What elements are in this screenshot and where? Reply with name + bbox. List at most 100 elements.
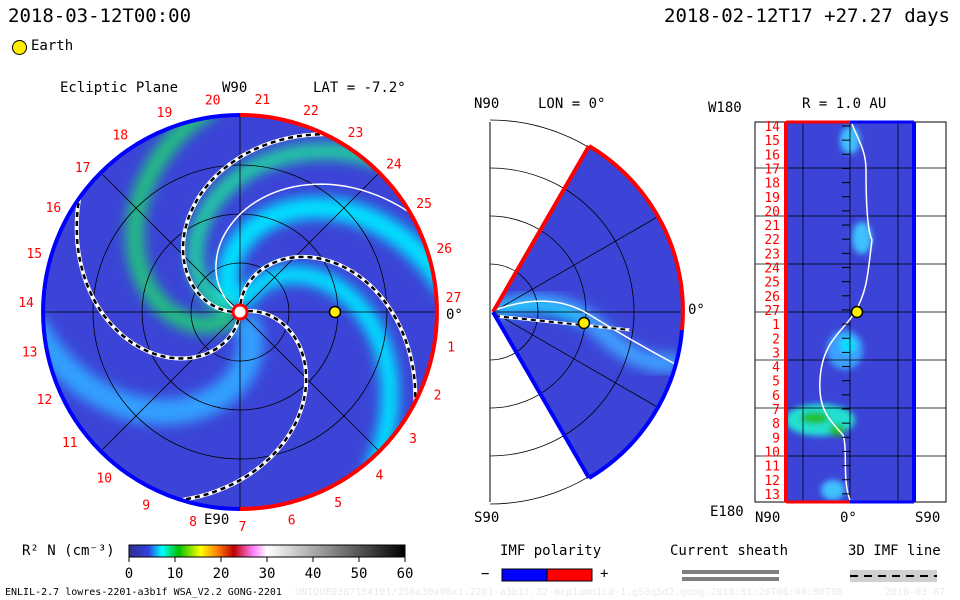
colorbar-label: R² N (cm⁻³) bbox=[22, 543, 115, 559]
r-longitude-label: 5 bbox=[772, 375, 780, 390]
longitude-label: 5 bbox=[334, 496, 342, 511]
longitude-label: 20 bbox=[205, 94, 221, 109]
earth-marker-meridional bbox=[577, 316, 591, 330]
r-longitude-label: 25 bbox=[764, 276, 780, 291]
imf-spiral-line bbox=[155, 309, 308, 504]
current-sheath-swatch bbox=[682, 570, 779, 574]
r-longitude-label: 2 bbox=[772, 332, 780, 347]
r-longitude-label: 13 bbox=[764, 488, 780, 503]
r-longitude-label: 14 bbox=[764, 120, 780, 135]
model-info: ENLIL-2.7 lowres-2201-a3b1f WSA_V2.2 GON… bbox=[5, 587, 282, 598]
longitude-label: 18 bbox=[112, 129, 128, 144]
r-longitude-label: 27 bbox=[764, 304, 780, 319]
lon-label: LON = 0° bbox=[538, 96, 606, 112]
r-longitude-label: 20 bbox=[764, 205, 780, 220]
r-1au-plot: 1415161718192021222324252627123456789101… bbox=[754, 120, 947, 504]
negative-polarity-border bbox=[41, 113, 241, 511]
longitude-label: 17 bbox=[75, 161, 91, 176]
w180-label: W180 bbox=[708, 100, 742, 116]
density-arm bbox=[43, 312, 264, 425]
r-longitude-label: 3 bbox=[772, 346, 780, 361]
density-arm bbox=[125, 115, 239, 334]
density-arm bbox=[216, 196, 437, 312]
s90-label: S90 bbox=[474, 510, 500, 526]
current-sheath-title: Current sheath bbox=[670, 543, 789, 559]
longitude-label: 23 bbox=[348, 126, 364, 141]
earth-marker bbox=[328, 305, 342, 319]
r-longitude-label: 12 bbox=[764, 474, 780, 489]
r-longitude-label: 10 bbox=[764, 445, 780, 460]
longitude-label: 21 bbox=[255, 93, 271, 108]
colorbar-tick: 60 bbox=[397, 566, 414, 582]
colorbar-tick: 20 bbox=[213, 566, 230, 582]
r-longitude-label: 8 bbox=[772, 417, 780, 432]
w90-label: W90 bbox=[222, 80, 248, 96]
longitude-label: 10 bbox=[96, 472, 112, 487]
r-longitude-label: 4 bbox=[772, 361, 780, 376]
longitude-label: 6 bbox=[288, 514, 296, 529]
meridional-imf-line bbox=[494, 300, 676, 365]
s90-x-label: S90 bbox=[915, 510, 941, 526]
r-longitude-label: 19 bbox=[764, 191, 780, 206]
longitude-label: 2 bbox=[434, 389, 442, 404]
density-arm bbox=[234, 265, 400, 478]
colorbar-tick: 50 bbox=[351, 566, 368, 582]
r-title: R = 1.0 AU bbox=[802, 96, 887, 112]
longitude-label: 9 bbox=[142, 498, 150, 513]
positive-polarity-border bbox=[239, 113, 439, 511]
longitude-label: 8 bbox=[189, 515, 197, 530]
longitude-label: 7 bbox=[239, 520, 247, 535]
r-longitude-label: 17 bbox=[764, 162, 780, 177]
r-longitude-label: 7 bbox=[772, 403, 780, 418]
longitude-label: 14 bbox=[18, 296, 34, 311]
longitude-label: 13 bbox=[22, 346, 38, 361]
imf-polarity-title: IMF polarity bbox=[500, 543, 602, 559]
r-longitude-label: 26 bbox=[764, 290, 780, 305]
imf-spiral-line bbox=[75, 172, 240, 360]
colorbar: 0 10 20 30 40 50 60 bbox=[125, 544, 937, 582]
longitude-label: 27 bbox=[446, 291, 462, 306]
model-time: 2018-03-12T00:00 bbox=[8, 5, 192, 27]
longitude-label: 15 bbox=[26, 247, 42, 262]
longitude-label: 16 bbox=[46, 201, 62, 216]
longitude-label: 11 bbox=[62, 436, 78, 451]
imf-line-title: 3D IMF line bbox=[848, 543, 941, 559]
r-longitude-label: 22 bbox=[764, 233, 780, 248]
r-longitude-label: 6 bbox=[772, 389, 780, 404]
imf-spiral-line bbox=[181, 132, 351, 314]
longitude-label: 26 bbox=[436, 242, 452, 257]
longitude-label: 4 bbox=[375, 468, 383, 483]
r-longitude-label: 16 bbox=[764, 148, 780, 163]
minus-label: − bbox=[481, 566, 490, 582]
colorbar-tick: 30 bbox=[259, 566, 276, 582]
earth-legend-label: Earth bbox=[31, 38, 74, 54]
ecliptic-zero-label: 0° bbox=[446, 307, 463, 323]
run-date: 2018-03-07 bbox=[885, 587, 946, 598]
earth-marker-r bbox=[850, 305, 864, 319]
colorbar-tick: 0 bbox=[125, 566, 133, 582]
colorbar-tick: 40 bbox=[305, 566, 322, 582]
r-longitude-label: 24 bbox=[764, 262, 780, 277]
run-info: UNIQUE0307154101/256x30x90x1.2201-a3b1f.… bbox=[295, 587, 843, 598]
earth-legend-icon bbox=[12, 40, 27, 55]
imf-spiral-line bbox=[239, 255, 417, 428]
longitude-label: 12 bbox=[37, 393, 53, 408]
r-longitude-label: 18 bbox=[764, 177, 780, 192]
density-arm bbox=[187, 143, 386, 318]
lat-label: LAT = -7.2° bbox=[313, 80, 406, 96]
longitude-label: 3 bbox=[409, 432, 417, 447]
r-longitude-label: 23 bbox=[764, 247, 780, 262]
r-longitude-label: 1 bbox=[772, 318, 780, 333]
n90-label: N90 bbox=[474, 96, 500, 112]
r-longitude-label: 21 bbox=[764, 219, 780, 234]
e90-label: E90 bbox=[204, 512, 230, 528]
meridional-plot bbox=[489, 119, 685, 505]
current-sheet-line bbox=[215, 183, 432, 308]
r-longitude-label: 9 bbox=[772, 431, 780, 446]
longitude-label: 19 bbox=[157, 106, 173, 121]
sun-icon bbox=[231, 303, 249, 321]
colorbar-tick: 10 bbox=[167, 566, 184, 582]
r-longitude-label: 15 bbox=[764, 134, 780, 149]
